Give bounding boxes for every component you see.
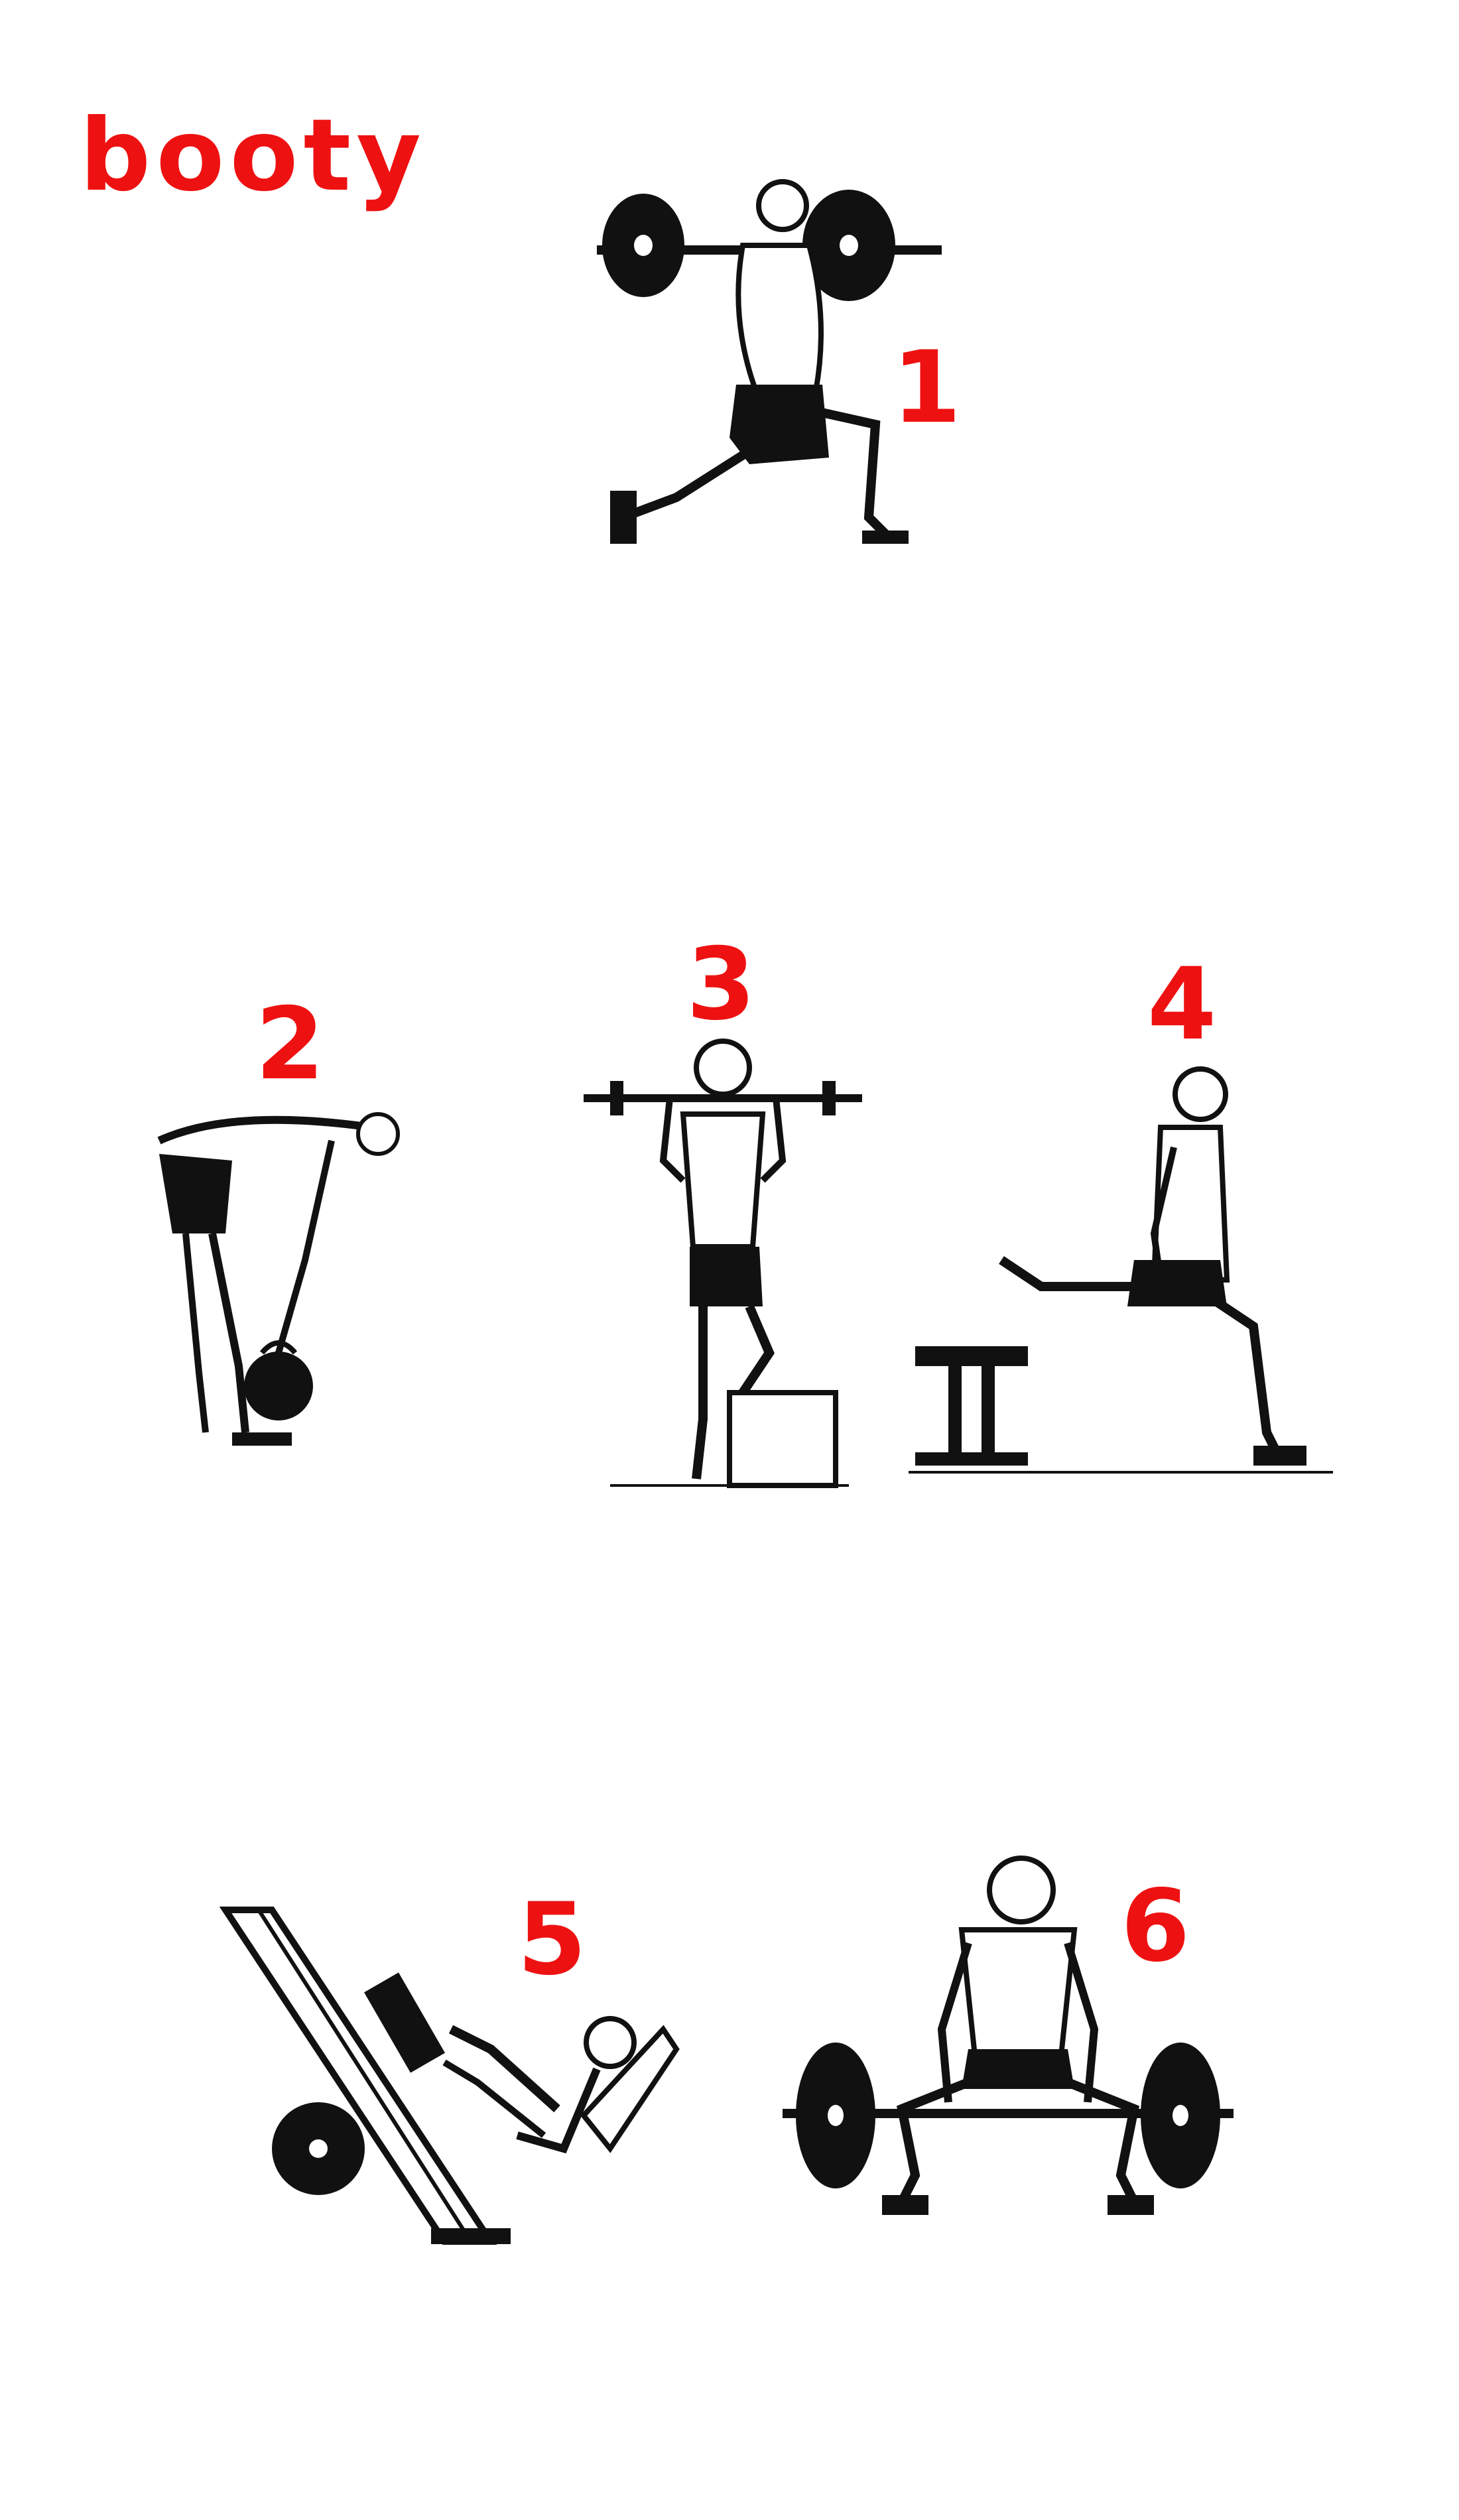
bulgarian-split-squat-illustration (909, 1061, 1340, 1485)
exercise-number: 1 (892, 330, 962, 446)
barbell-lunge-illustration (597, 146, 942, 557)
barbell-sumo-deadlift-illustration (783, 1830, 1234, 2255)
barbell-step-up-illustration (570, 1021, 875, 1499)
exercise-number: 4 (1147, 947, 1217, 1062)
exercise-number: 5 (517, 1882, 587, 1997)
exercise-number: 3 (686, 927, 756, 1042)
leg-press-illustration (212, 1897, 690, 2268)
page-title: booty (80, 98, 426, 214)
kettlebell-deadlift-illustration (133, 1061, 411, 1472)
exercise-number: 6 (1121, 1869, 1190, 1984)
exercise-number: 2 (255, 987, 325, 1102)
